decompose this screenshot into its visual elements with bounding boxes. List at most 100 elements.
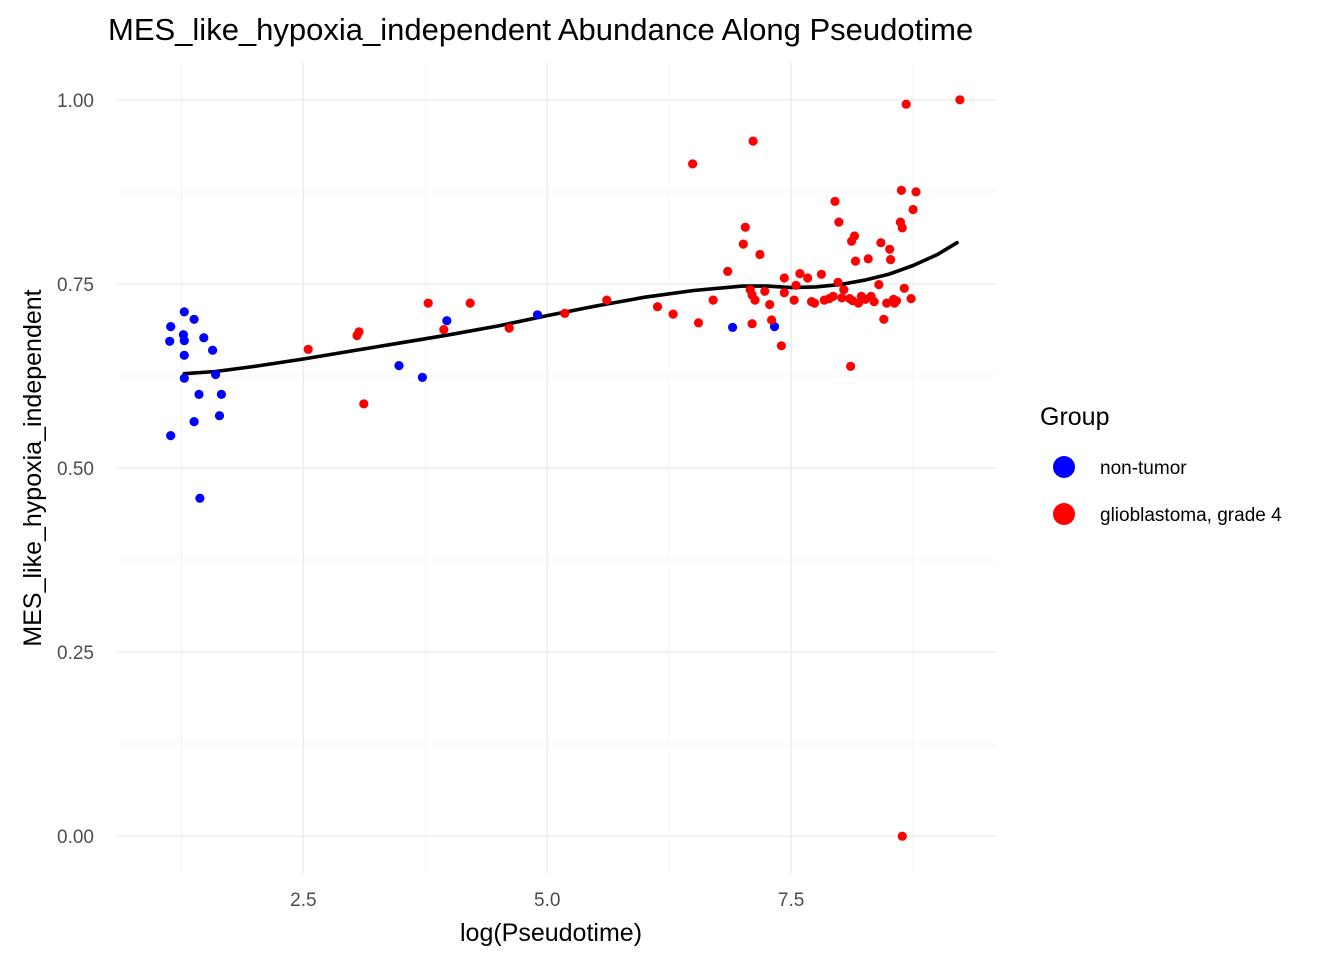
data-point (789, 295, 799, 305)
data-point (779, 273, 789, 283)
data-point (199, 333, 209, 343)
data-point (560, 308, 570, 318)
series-non-tumor (165, 307, 780, 503)
data-point (354, 327, 364, 337)
data-point (303, 344, 313, 354)
data-point (728, 322, 738, 332)
data-point (850, 256, 861, 266)
data-point (899, 283, 909, 293)
data-point (897, 831, 907, 841)
points-layer (165, 95, 965, 841)
legend-label-glioblastoma: glioblastoma, grade 4 (1100, 505, 1282, 526)
data-point (779, 288, 789, 298)
y-tick-label: 0.75 (57, 275, 94, 296)
grid (118, 63, 996, 873)
data-point (652, 302, 663, 312)
data-point (417, 372, 427, 382)
data-point (795, 269, 805, 279)
data-point (211, 369, 221, 380)
data-point (179, 350, 189, 360)
data-point (748, 136, 758, 146)
y-tick-label: 0.25 (57, 643, 94, 664)
legend-title: Group (1040, 403, 1109, 431)
x-tick-label: 7.5 (778, 890, 804, 911)
data-point (846, 361, 856, 371)
data-point (166, 431, 176, 441)
data-point (874, 280, 884, 290)
data-point (886, 255, 896, 265)
data-point (532, 310, 543, 320)
data-point (668, 309, 678, 319)
data-point (809, 298, 820, 308)
trend-line (182, 240, 959, 376)
data-point (179, 336, 189, 346)
data-point (803, 273, 813, 283)
data-point (465, 298, 475, 308)
data-point (166, 322, 176, 332)
data-point (767, 315, 777, 325)
series-glioblastoma (303, 95, 965, 841)
data-point (849, 231, 860, 241)
data-point (602, 295, 612, 305)
x-axis-title: log(Pseudotime) (460, 919, 642, 947)
data-point (189, 417, 199, 427)
data-point (828, 291, 838, 301)
data-point (708, 295, 718, 305)
data-point (423, 298, 433, 308)
data-point (863, 254, 873, 264)
data-point (442, 316, 452, 326)
data-point (891, 296, 902, 306)
data-point (750, 295, 760, 305)
data-point (359, 399, 369, 409)
data-point (830, 196, 840, 206)
data-point (879, 314, 889, 324)
data-point (179, 373, 189, 383)
data-point (816, 269, 827, 279)
data-point (747, 319, 757, 329)
data-point (901, 99, 911, 109)
data-point (214, 411, 225, 421)
data-point (504, 323, 514, 333)
legend-swatch-glioblastoma (1053, 503, 1075, 525)
legend-swatch-non-tumor (1053, 456, 1075, 478)
y-tick-label: 0.50 (57, 459, 94, 480)
data-point (876, 238, 886, 248)
legend-label-non-tumor: non-tumor (1100, 458, 1187, 479)
data-point (195, 493, 205, 503)
data-point (833, 277, 843, 287)
data-point (723, 266, 733, 276)
data-point (740, 222, 750, 232)
data-point (208, 345, 218, 355)
data-point (906, 294, 916, 304)
data-point (693, 318, 704, 328)
data-point (776, 341, 787, 351)
data-point (839, 285, 849, 295)
data-point (194, 389, 204, 399)
data-point (216, 389, 226, 399)
y-tick-label: 0.00 (57, 827, 94, 848)
data-point (688, 159, 698, 169)
data-point (896, 185, 907, 195)
data-point (911, 187, 921, 197)
chart-title: MES_like_hypoxia_independent Abundance A… (108, 12, 973, 47)
data-point (882, 298, 892, 308)
data-point (738, 239, 748, 249)
data-point (760, 286, 770, 296)
data-point (955, 95, 965, 105)
axis-ticks: 2.5 5.0 7.5 0.00 0.25 0.50 0.75 1.00 (57, 91, 804, 911)
trend-layer (182, 240, 959, 376)
data-point (189, 314, 199, 324)
y-tick-label: 1.00 (57, 91, 94, 112)
data-point (908, 204, 918, 215)
data-point (791, 280, 801, 290)
data-point (834, 217, 844, 227)
data-point (165, 336, 175, 346)
data-point (755, 249, 765, 260)
y-axis-title: MES_like_hypoxia_independent (19, 289, 47, 646)
data-point (439, 325, 449, 335)
legend: Group non-tumor glioblastoma, grade 4 (1040, 403, 1282, 526)
data-point (394, 361, 404, 371)
x-tick-label: 5.0 (534, 890, 560, 911)
data-point (837, 293, 847, 303)
